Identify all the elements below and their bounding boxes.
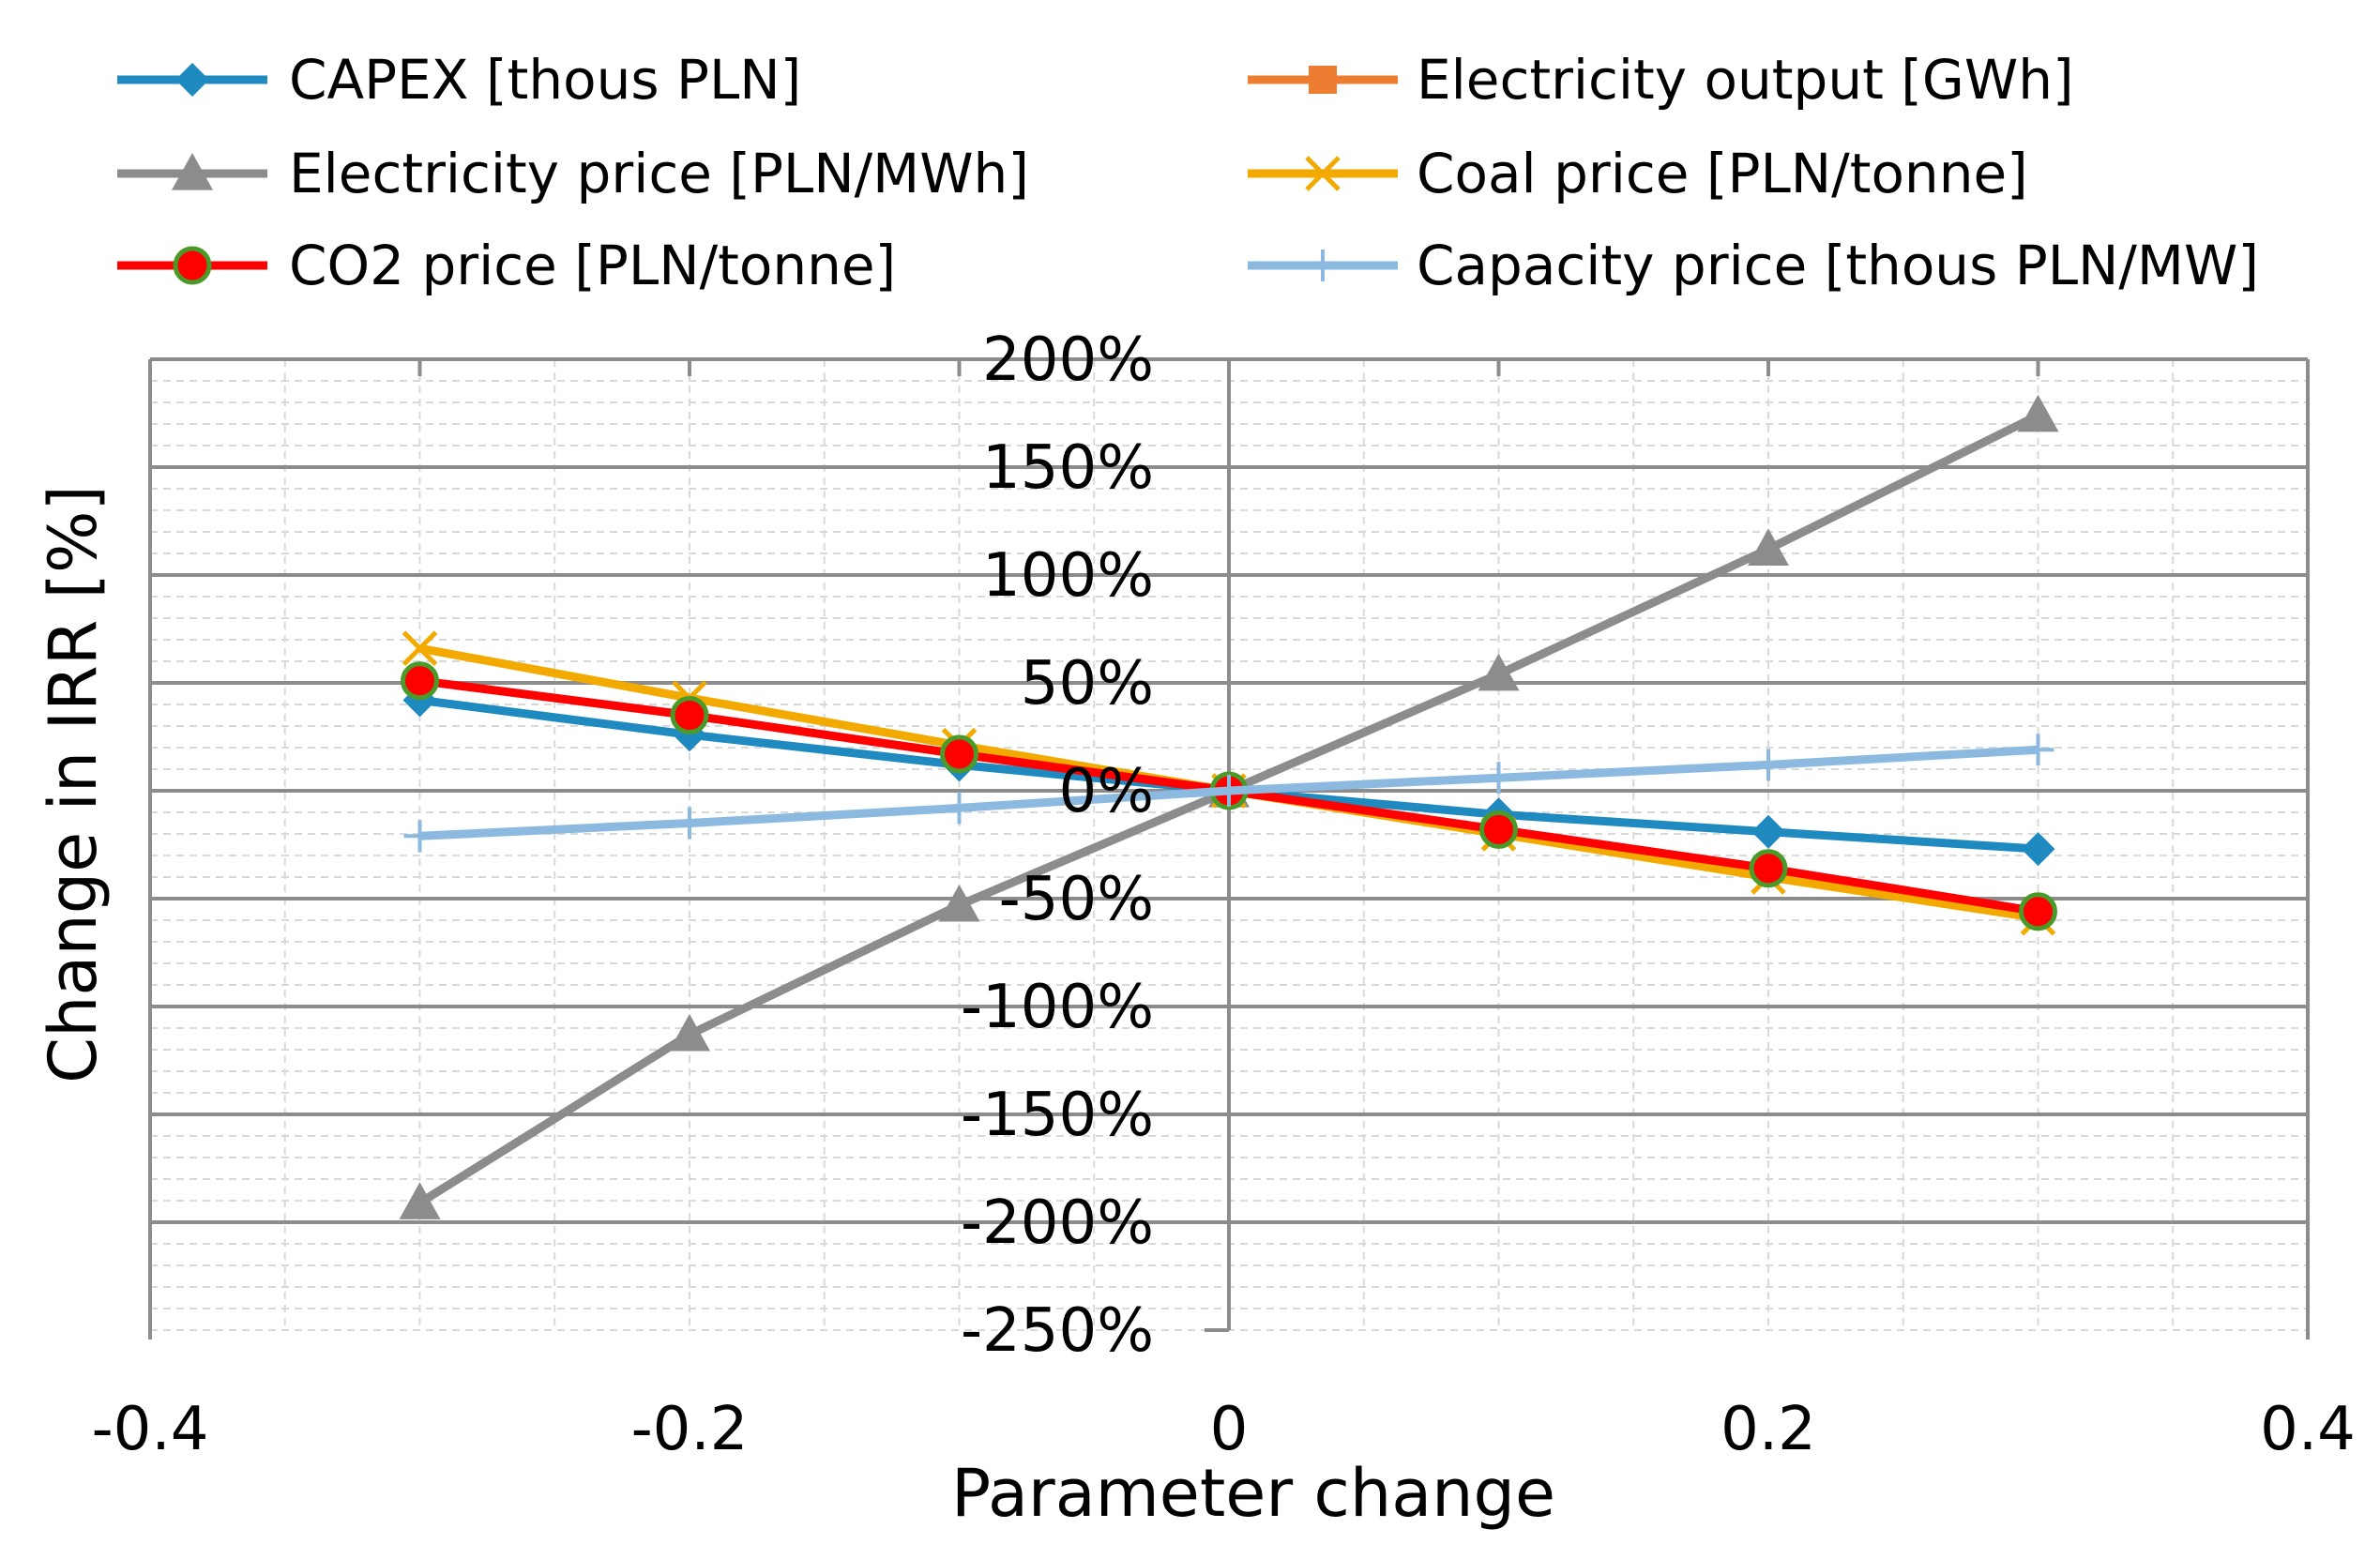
- y-tick-label: 0%: [1058, 757, 1154, 826]
- data-point: [1751, 814, 1785, 849]
- legend-label: CAPEX [thous PLN]: [289, 48, 801, 112]
- x-tick-label: -0.4: [92, 1395, 209, 1464]
- legend-swatch-marker-stroke: [1305, 156, 1341, 191]
- data-point: [402, 630, 438, 666]
- data-point: [940, 734, 978, 774]
- x-axis-title: Parameter change: [951, 1455, 1555, 1532]
- y-tick-labels: 200% 150% 100% 50% 0% -50% -100% -150% -200% -250…: [961, 325, 1154, 1366]
- data-point: [2021, 832, 2055, 867]
- data-point: [1482, 762, 1515, 795]
- legend-swatch-marker: [1307, 250, 1339, 281]
- data-point: [1478, 653, 1520, 691]
- legend-label: Coal price [PLN/tonne]: [1417, 142, 2028, 205]
- legend-item-5: Capacity price [thous PLN/MW]: [1248, 234, 2259, 297]
- legend-label: CO2 price [PLN/tonne]: [289, 234, 896, 297]
- y-tick-label: 50%: [1021, 649, 1154, 719]
- data-point: [2017, 394, 2059, 432]
- y-tick-label: -250%: [961, 1296, 1154, 1366]
- data-point: [399, 1182, 441, 1219]
- data-point: [669, 1013, 710, 1052]
- data-point: [1748, 528, 1789, 566]
- legend-item-1: Electricity output [GWh]: [1248, 48, 2074, 112]
- x-tick-label: 0.4: [2260, 1395, 2356, 1464]
- legend-swatch-marker: [173, 246, 212, 285]
- legend-label: Electricity price [PLN/MWh]: [289, 142, 1029, 205]
- series-5: [403, 734, 2054, 853]
- x-tick-labels: -0.4 -0.2 0 0.2 0.4: [92, 1395, 2356, 1464]
- data-point-stroke: [402, 630, 438, 666]
- data-point: [401, 661, 439, 701]
- series-layer: [399, 394, 2059, 1219]
- y-tick-label: -100%: [961, 973, 1154, 1042]
- legend-swatch-marker: [1305, 156, 1341, 191]
- legend-swatch-marker: [175, 63, 209, 97]
- y-tick-label: 200%: [982, 325, 1154, 395]
- data-point: [674, 807, 705, 840]
- data-point: [670, 696, 709, 734]
- y-tick-label: 150%: [982, 433, 1154, 503]
- legend-swatch-marker: [1309, 66, 1337, 94]
- y-axis-title: Change in IRR [%]: [35, 485, 112, 1083]
- legend-label: Electricity output [GWh]: [1417, 48, 2074, 112]
- y-tick-label: -50%: [999, 865, 1154, 934]
- x-tick-label: -0.2: [631, 1395, 749, 1464]
- y-tick-label: -200%: [961, 1188, 1154, 1258]
- legend-item-3: Coal price [PLN/tonne]: [1248, 142, 2028, 205]
- x-tick-label: 0.2: [1721, 1395, 1816, 1464]
- data-point: [2019, 892, 2057, 931]
- data-point: [1213, 775, 1245, 807]
- y-tick-label: 100%: [982, 541, 1154, 611]
- axes: [148, 357, 2310, 1340]
- data-point: [943, 792, 976, 825]
- legend-item-4: CO2 price [PLN/tonne]: [117, 234, 896, 297]
- legend: CAPEX [thous PLN] Electricity output [GWh…: [117, 48, 2259, 297]
- data-point: [1749, 849, 1788, 888]
- x-tick-label: 0: [1210, 1395, 1249, 1464]
- data-point: [403, 820, 436, 853]
- data-point: [1479, 810, 1518, 849]
- data-point: [1752, 749, 1784, 781]
- data-point: [2022, 734, 2054, 766]
- legend-label: Capacity price [thous PLN/MW]: [1417, 234, 2259, 297]
- data-point: [938, 884, 980, 922]
- y-tick-label: -150%: [961, 1081, 1154, 1150]
- legend-item-0: CAPEX [thous PLN]: [117, 48, 801, 112]
- legend-swatch-marker: [172, 153, 213, 190]
- legend-item-2: Electricity price [PLN/MWh]: [117, 142, 1029, 205]
